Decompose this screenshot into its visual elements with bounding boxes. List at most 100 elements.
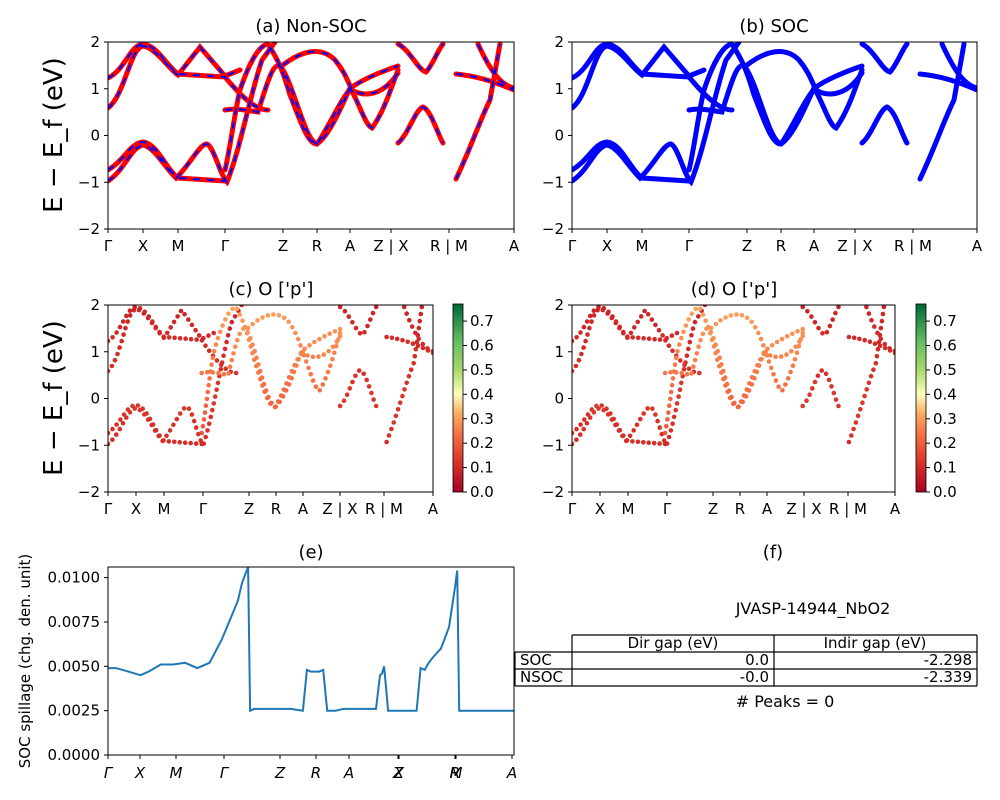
projection-point: [715, 357, 720, 363]
projection-point: [160, 438, 165, 444]
x-tick-label: M: [450, 764, 463, 782]
projection-point: [231, 351, 236, 356]
projection-point: [761, 343, 766, 348]
y-tick-label: 2: [554, 33, 564, 51]
projection-point: [882, 341, 888, 347]
projection-point: [804, 398, 809, 404]
panel-f-title: (f): [763, 542, 783, 563]
projection-point: [773, 354, 778, 360]
x-tick-label: A: [345, 237, 356, 255]
panel-e-frame: [107, 566, 515, 756]
y-tick-label: −1: [542, 436, 564, 454]
y-tick-label: 0.0050: [48, 657, 101, 675]
projection-point: [601, 407, 606, 413]
y-tick-label: 0: [554, 127, 564, 145]
projection-point: [216, 370, 221, 376]
projection-point: [702, 305, 708, 308]
y-tick-label: −2: [78, 220, 100, 238]
projection-point: [330, 344, 336, 350]
projection-point: [177, 411, 183, 416]
projection-point: [268, 401, 273, 407]
projection-point: [404, 380, 410, 386]
projection-point: [193, 327, 198, 333]
projection-point: [877, 343, 883, 349]
projection-point: [153, 325, 158, 331]
projection-point: [193, 425, 199, 430]
projection-point: [738, 399, 744, 404]
projection-point: [408, 367, 414, 373]
projection-point: [217, 329, 223, 335]
projection-point: [673, 407, 678, 413]
projection-point: [866, 380, 872, 386]
projection-point: [110, 335, 115, 340]
projection-point: [260, 315, 265, 320]
projection-point: [233, 344, 238, 350]
projection-point: [836, 403, 841, 409]
projection-point: [402, 387, 407, 392]
projection-point: [353, 325, 359, 331]
x-tick-label: M: [158, 500, 171, 518]
projection-point: [641, 440, 646, 445]
projection-point: [264, 395, 270, 401]
projection-point: [400, 393, 405, 399]
projection-point: [212, 394, 218, 399]
projection-point: [245, 325, 251, 331]
projection-point: [653, 322, 658, 328]
y-tick-label: −1: [78, 173, 100, 191]
projection-point: [188, 440, 193, 446]
y-tick-label: 0: [554, 390, 564, 408]
projection-point: [413, 346, 419, 352]
panel-a: (a) Non-SOC: [78, 16, 520, 255]
projection-point: [337, 305, 343, 310]
band-line: [859, 104, 910, 146]
projection-point: [771, 372, 776, 377]
projection-point: [313, 384, 319, 390]
projection-point: [292, 362, 297, 368]
projection-point: [237, 312, 243, 317]
y-tick-label: 1: [90, 80, 100, 98]
projection-point: [361, 371, 367, 377]
projection-point: [115, 351, 120, 357]
projection-point: [172, 439, 177, 445]
panel-c-title: (c) O ['p']: [229, 279, 314, 300]
x-tick-label: Z: [244, 500, 254, 518]
projection-point: [867, 339, 873, 345]
projection-point: [881, 305, 887, 310]
panel-b-bands: [572, 42, 977, 187]
projection-point: [317, 388, 323, 393]
projection-point: [573, 363, 579, 369]
projection-point: [200, 423, 206, 429]
projection-point: [389, 335, 395, 341]
projection-point: [780, 388, 785, 393]
projection-point: [595, 307, 600, 313]
projection-point: [205, 389, 211, 395]
projection-point: [145, 315, 151, 321]
projection-point: [776, 384, 781, 390]
projection-point: [858, 407, 863, 412]
projection-point: [206, 348, 212, 354]
projection-point: [892, 348, 895, 354]
projection-point: [872, 341, 878, 347]
projection-point: [613, 320, 618, 326]
band-line: [108, 44, 241, 109]
projection-point: [201, 441, 206, 446]
projection-point: [670, 348, 675, 354]
panel-d-points: [572, 305, 895, 447]
projection-point: [678, 358, 683, 363]
panel-a-title: (a) Non-SOC: [255, 16, 366, 37]
colorbar-tick-label: 0.0: [933, 483, 957, 501]
projection-point: [790, 331, 795, 337]
table-header-dir: Dir gap (eV): [628, 634, 719, 652]
projection-point: [758, 357, 763, 362]
projection-point: [819, 368, 824, 373]
projection-point: [191, 418, 197, 424]
colorbar-c: [452, 303, 464, 493]
projection-point: [700, 331, 706, 337]
projection-point: [589, 319, 594, 324]
projection-point: [744, 387, 749, 392]
projection-point: [767, 353, 773, 358]
projection-point: [394, 336, 400, 342]
projection-point: [655, 418, 660, 424]
